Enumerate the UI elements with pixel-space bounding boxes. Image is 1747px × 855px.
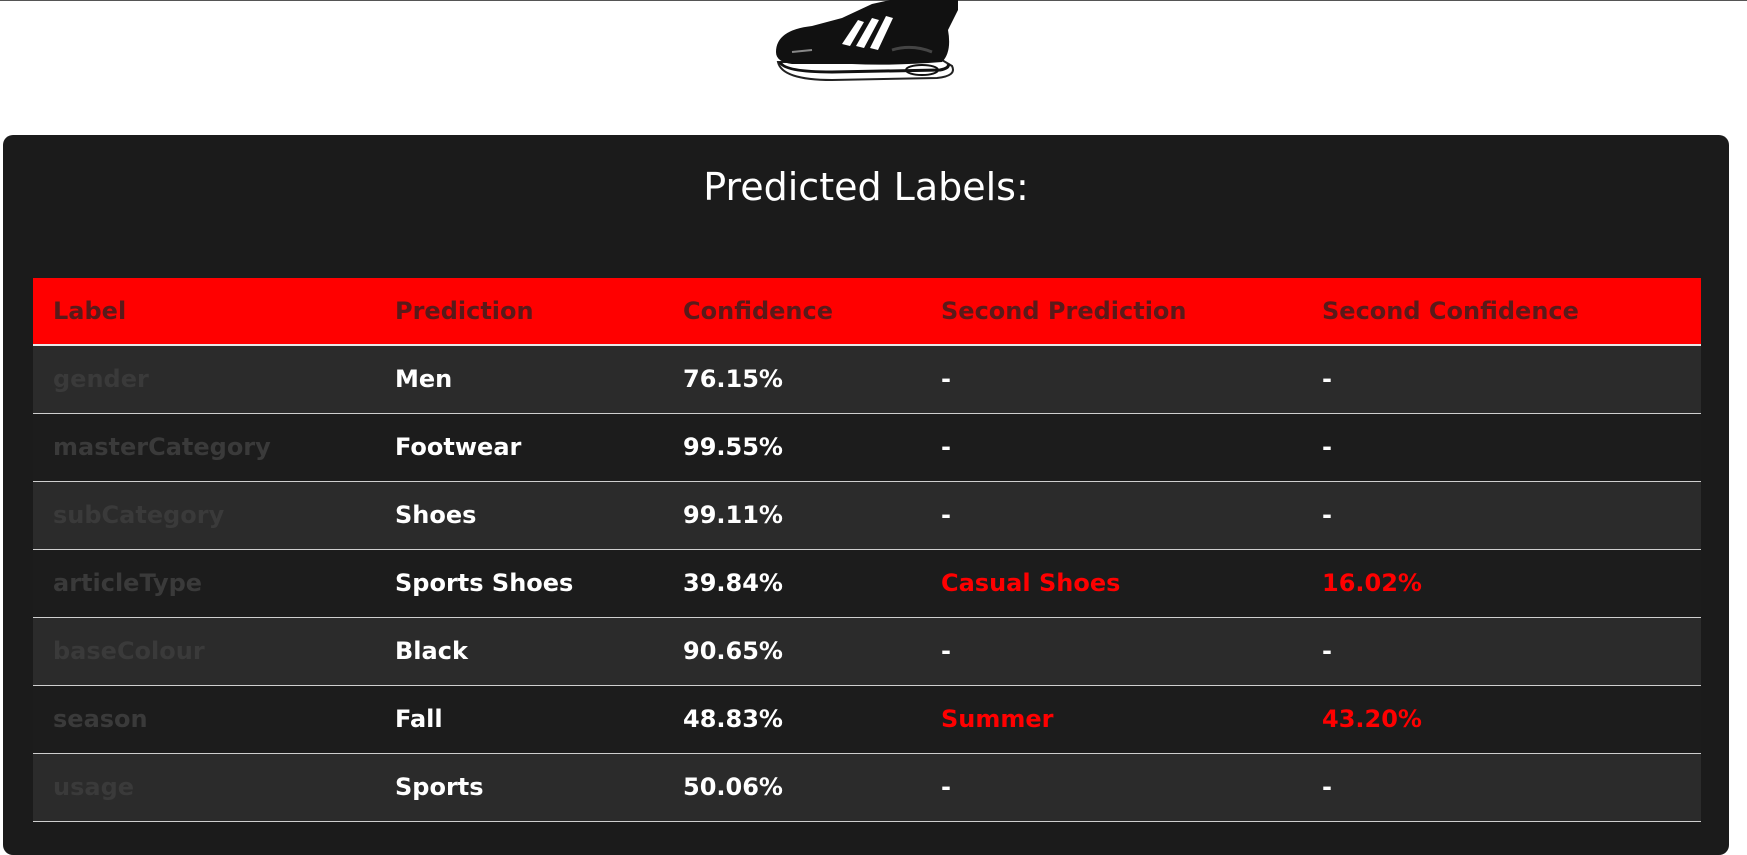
row-label: season bbox=[53, 705, 148, 733]
row-prediction: Black bbox=[395, 637, 468, 665]
header-label: Label bbox=[33, 278, 375, 346]
header-second-confidence: Second Confidence bbox=[1302, 278, 1701, 346]
table-row: articleType Sports Shoes 39.84% Casual S… bbox=[33, 549, 1701, 617]
row-second-prediction: - bbox=[941, 773, 951, 801]
row-label: usage bbox=[53, 773, 135, 801]
row-second-confidence: - bbox=[1322, 501, 1332, 529]
row-label: subCategory bbox=[53, 501, 225, 529]
row-prediction: Shoes bbox=[395, 501, 477, 529]
row-prediction: Men bbox=[395, 365, 453, 394]
row-label: baseColour bbox=[53, 637, 205, 665]
row-second-confidence: - bbox=[1322, 637, 1332, 665]
table-row: gender Men 76.15% - - bbox=[33, 345, 1701, 413]
row-second-prediction: Summer bbox=[941, 705, 1054, 733]
predictions-card: Predicted Labels: Label Prediction Confi… bbox=[3, 135, 1729, 855]
row-second-confidence: 16.02% bbox=[1322, 569, 1422, 597]
row-confidence: 90.65% bbox=[683, 637, 783, 665]
row-second-prediction: Casual Shoes bbox=[941, 569, 1121, 597]
row-label: gender bbox=[53, 365, 149, 394]
row-prediction: Sports bbox=[395, 773, 484, 801]
predictions-table: Label Prediction Confidence Second Predi… bbox=[33, 278, 1701, 822]
row-confidence: 76.15% bbox=[683, 365, 783, 394]
row-label: articleType bbox=[53, 569, 203, 597]
row-prediction: Fall bbox=[395, 705, 443, 733]
row-second-confidence: - bbox=[1322, 773, 1332, 801]
top-divider bbox=[0, 0, 1747, 1]
row-confidence: 48.83% bbox=[683, 705, 783, 733]
sneaker-image bbox=[772, 0, 958, 82]
row-second-prediction: - bbox=[941, 365, 951, 394]
row-confidence: 99.11% bbox=[683, 501, 783, 529]
row-second-confidence: 43.20% bbox=[1322, 705, 1422, 733]
table-row: subCategory Shoes 99.11% - - bbox=[33, 481, 1701, 549]
header-second-prediction: Second Prediction bbox=[921, 278, 1302, 346]
row-second-prediction: - bbox=[941, 501, 951, 529]
header-confidence: Confidence bbox=[663, 278, 921, 346]
table-row: masterCategory Footwear 99.55% - - bbox=[33, 413, 1701, 481]
page-title: Predicted Labels: bbox=[703, 165, 1029, 209]
table-row: usage Sports 50.06% - - bbox=[33, 753, 1701, 821]
header-prediction: Prediction bbox=[375, 278, 663, 346]
table-row: season Fall 48.83% Summer 43.20% bbox=[33, 685, 1701, 753]
row-second-confidence: - bbox=[1322, 433, 1332, 461]
row-confidence: 99.55% bbox=[683, 433, 783, 461]
table-header-row: Label Prediction Confidence Second Predi… bbox=[33, 278, 1701, 346]
row-label: masterCategory bbox=[53, 433, 271, 461]
table-row: baseColour Black 90.65% - - bbox=[33, 617, 1701, 685]
row-prediction: Sports Shoes bbox=[395, 569, 574, 597]
row-confidence: 50.06% bbox=[683, 773, 783, 801]
row-second-prediction: - bbox=[941, 433, 951, 461]
row-second-confidence: - bbox=[1322, 365, 1332, 394]
row-confidence: 39.84% bbox=[683, 569, 783, 597]
row-second-prediction: - bbox=[941, 637, 951, 665]
row-prediction: Footwear bbox=[395, 433, 522, 461]
